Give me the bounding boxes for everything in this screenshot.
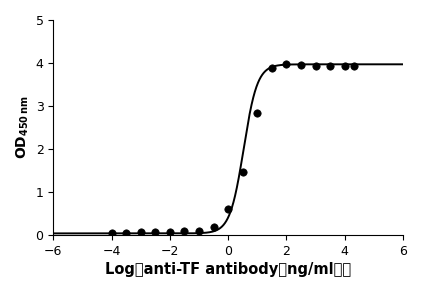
Point <box>108 231 115 236</box>
Point <box>327 64 333 69</box>
Point <box>123 230 130 235</box>
Point <box>225 207 232 212</box>
Point <box>341 64 348 68</box>
Point <box>298 63 304 67</box>
Point <box>152 230 159 234</box>
Point <box>283 62 290 67</box>
Point <box>254 111 261 116</box>
Point <box>210 225 217 230</box>
Point <box>137 230 144 234</box>
Y-axis label: OD$_{\mathregular{450\,nm}}$: OD$_{\mathregular{450\,nm}}$ <box>15 96 31 159</box>
X-axis label: Log（anti-TF antibody（ng/ml））: Log（anti-TF antibody（ng/ml）） <box>105 262 351 277</box>
Point <box>167 229 173 234</box>
Point <box>350 64 357 69</box>
Point <box>312 64 319 68</box>
Point <box>181 229 188 234</box>
Point <box>196 228 203 233</box>
Point <box>239 170 246 174</box>
Point <box>268 66 275 71</box>
